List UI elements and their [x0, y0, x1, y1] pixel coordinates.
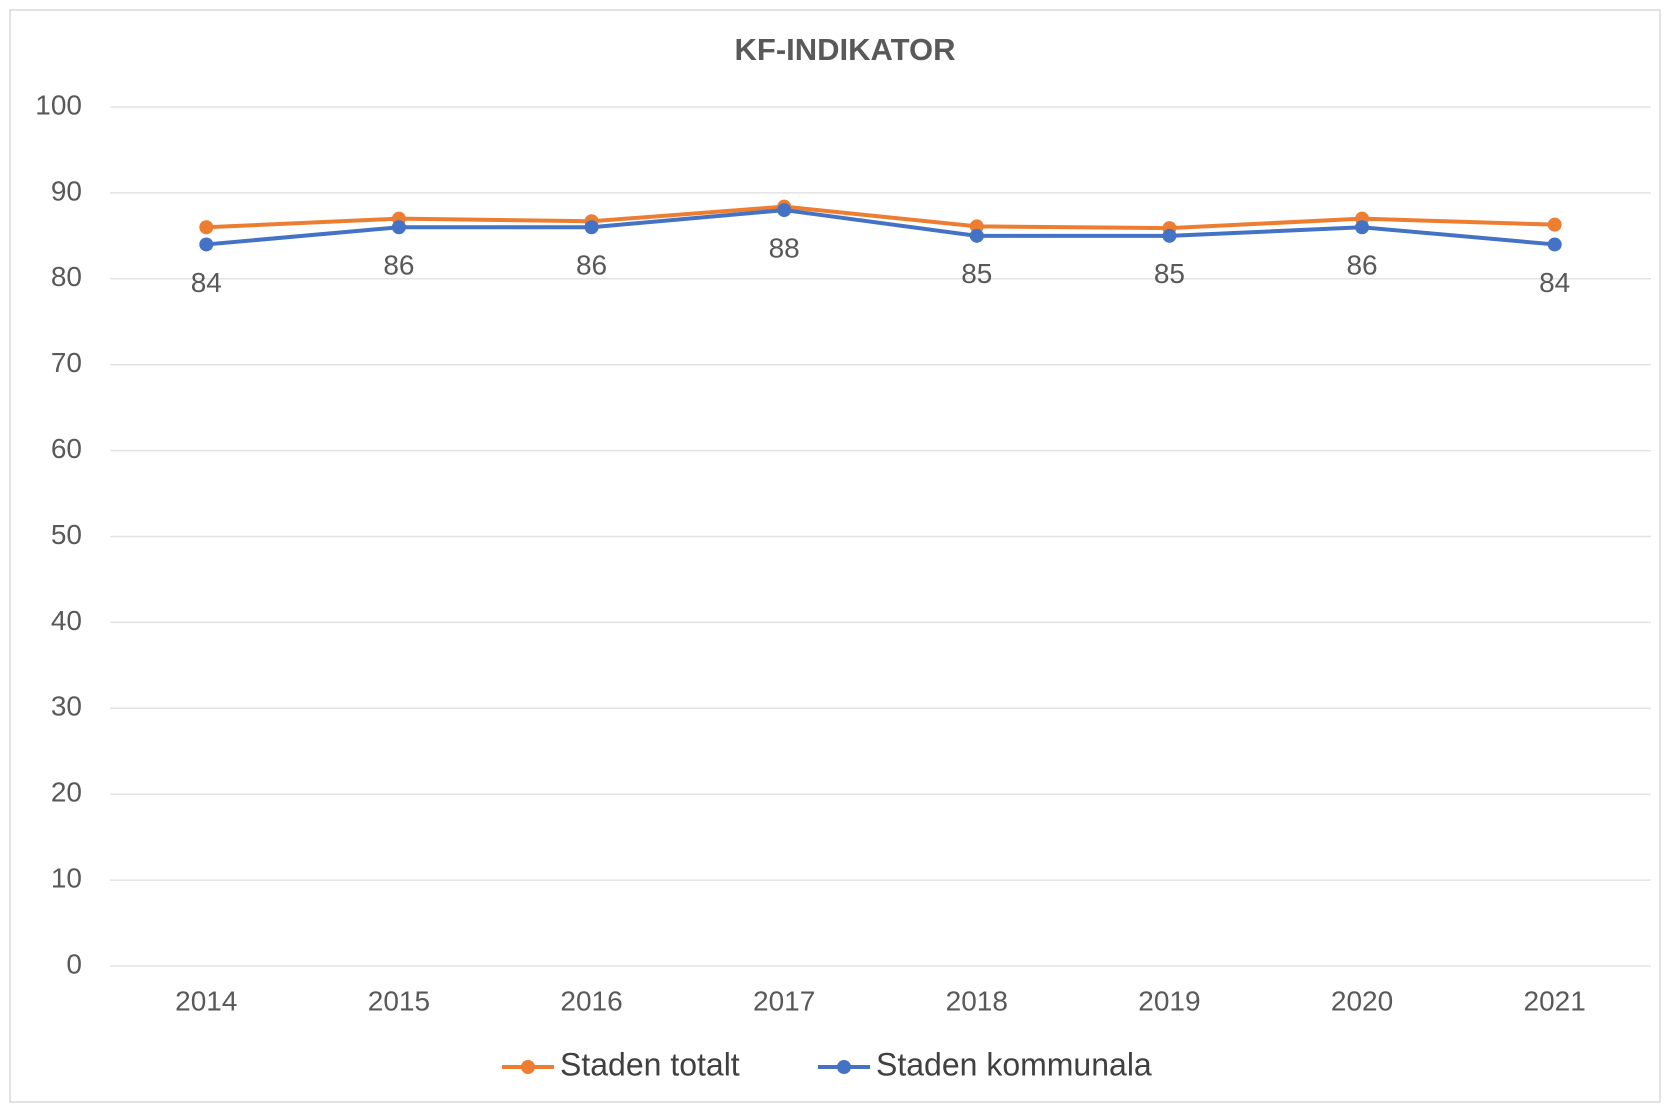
data-label: 88 [769, 232, 800, 263]
y-tick-label: 70 [51, 347, 82, 378]
chart-border [9, 9, 1661, 1103]
data-label: 85 [961, 258, 992, 289]
data-point [1547, 217, 1562, 232]
data-point [391, 220, 406, 235]
x-tick-label: 2017 [753, 985, 815, 1016]
x-tick-label: 2020 [1331, 985, 1393, 1016]
y-tick-label: 20 [51, 777, 82, 808]
y-tick-label: 100 [35, 89, 82, 120]
chart-title: KF-INDIKATOR [735, 32, 956, 67]
data-label: 86 [1346, 250, 1377, 281]
y-tick-label: 50 [51, 519, 82, 550]
x-tick-label: 2019 [1138, 985, 1200, 1016]
y-tick-label: 30 [51, 691, 82, 722]
y-tick-label: 80 [51, 261, 82, 292]
y-tick-label: 10 [51, 862, 82, 893]
series-line [206, 208, 1555, 247]
data-point [1162, 228, 1177, 243]
x-tick-label: 2014 [175, 985, 237, 1016]
y-tick-label: 0 [66, 948, 82, 979]
data-label: 84 [191, 267, 222, 298]
x-tick-label: 2015 [368, 985, 430, 1016]
data-point [1355, 220, 1370, 235]
legend-marker [837, 1060, 851, 1074]
legend-marker [521, 1060, 535, 1074]
data-point [199, 237, 214, 252]
x-tick-label: 2016 [560, 985, 622, 1016]
y-tick-label: 60 [51, 433, 82, 464]
y-tick-label: 40 [51, 605, 82, 636]
series-line [206, 204, 1555, 231]
data-label: 85 [1154, 258, 1185, 289]
data-point [584, 220, 599, 235]
data-point [1547, 237, 1562, 252]
x-tick-label: 2018 [946, 985, 1008, 1016]
data-label: 86 [383, 250, 414, 281]
legend-label: Staden totalt [560, 1046, 740, 1082]
data-point [777, 203, 792, 218]
data-label: 84 [1539, 267, 1570, 298]
data-point [969, 228, 984, 243]
y-tick-label: 90 [51, 175, 82, 206]
data-point [199, 220, 214, 235]
data-label: 86 [576, 250, 607, 281]
x-tick-label: 2021 [1524, 985, 1586, 1016]
legend-label: Staden kommunala [876, 1046, 1152, 1082]
